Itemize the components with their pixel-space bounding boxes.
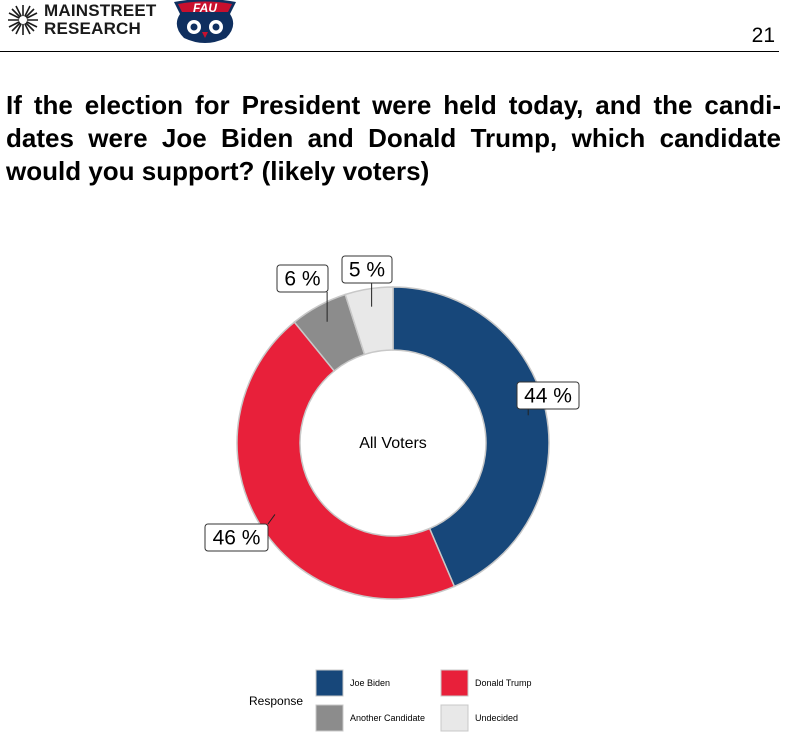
question-title: If the election for President were held …	[6, 90, 781, 186]
legend-swatch-joe-biden	[315, 669, 344, 697]
label-box-another-candidate	[276, 264, 329, 293]
label-box-donald-trump	[204, 523, 269, 552]
data-label-another-candidate: 6 %	[284, 268, 320, 291]
legend-label-another-candidate: Another Candidate	[350, 713, 425, 723]
legend-label-donald-trump: Donald Trump	[475, 678, 532, 688]
brand-line-2: RESEARCH	[44, 19, 142, 38]
leader-line-donald-trump	[267, 514, 276, 525]
legend-swatch-donald-trump	[440, 669, 469, 697]
slice-donald-trump	[236, 321, 456, 600]
fau-owls-logo-icon: FAU	[174, 0, 236, 43]
legend-swatch-another-candidate	[315, 704, 344, 732]
brand-line-1: MAINSTREET	[44, 1, 157, 20]
legend-label-undecided: Undecided	[475, 713, 518, 723]
page-number: 21	[751, 24, 775, 47]
legend-label-joe-biden: Joe Biden	[350, 678, 390, 688]
header: MAINSTREET RESEARCH FAU 21	[0, 0, 803, 52]
label-box-undecided	[341, 255, 393, 284]
center-label: All Voters	[359, 435, 427, 452]
mainstreet-star-icon	[8, 5, 38, 35]
data-label-donald-trump: 46 %	[213, 527, 261, 550]
legend-swatch-undecided	[440, 704, 469, 732]
slice-joe-biden	[392, 286, 550, 588]
mainstreet-logo: MAINSTREET RESEARCH	[6, 2, 157, 38]
data-label-undecided: 5 %	[349, 259, 385, 282]
slice-undecided	[344, 286, 394, 356]
label-box-joe-biden	[516, 381, 580, 410]
header-divider	[0, 51, 779, 52]
svg-text:FAU: FAU	[193, 1, 217, 15]
legend-title: Response	[249, 694, 303, 708]
data-label-joe-biden: 44 %	[524, 385, 572, 408]
